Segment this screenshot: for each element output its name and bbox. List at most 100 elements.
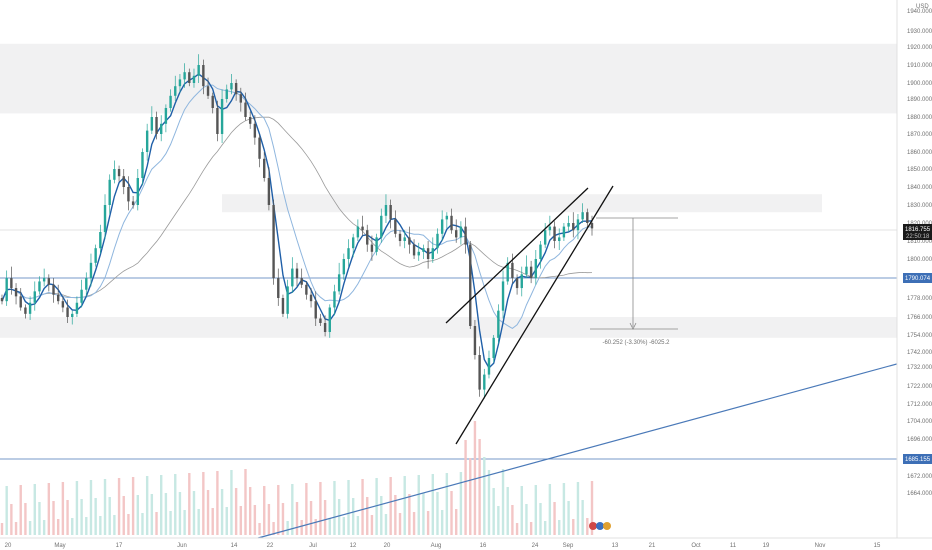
candle-body — [197, 65, 200, 76]
volume-bar — [272, 522, 275, 535]
candle-body — [426, 248, 430, 259]
candle-body — [576, 219, 580, 231]
wedge-lower-line — [455, 185, 614, 445]
volume-bar — [99, 516, 102, 535]
candle-body — [590, 223, 594, 229]
volume-bar — [61, 482, 65, 535]
volume-bar — [248, 487, 252, 535]
price-zone — [0, 43, 897, 114]
time-tick-label: 21 — [649, 543, 656, 549]
last-price-value: 1816.755 — [905, 227, 931, 233]
volume-bar — [244, 469, 247, 535]
volume-bar — [375, 478, 378, 535]
volume-bar — [94, 498, 97, 535]
economic-events[interactable] — [589, 522, 611, 530]
price-tick-label: 1920.000 — [907, 45, 932, 51]
candle-body — [328, 307, 331, 332]
price-tick-label: 1890.000 — [907, 97, 932, 103]
candle-body — [497, 310, 500, 338]
candle-body — [38, 281, 41, 292]
price-tick-label: 1742.000 — [907, 350, 932, 356]
time-tick-label: 24 — [532, 543, 539, 549]
candle-body — [520, 274, 523, 289]
volume-bar — [333, 481, 336, 535]
level-tag-bg — [903, 273, 932, 283]
volume-bar — [10, 504, 13, 535]
volume-bar — [113, 515, 116, 535]
time-tick-label: 14 — [231, 543, 238, 549]
candle-body — [361, 226, 364, 231]
event-flag-icon[interactable] — [596, 522, 604, 530]
price-tick-label: 1860.000 — [907, 150, 932, 156]
volume-bar — [71, 518, 74, 535]
candle-body — [440, 219, 444, 234]
candle-body — [263, 158, 266, 178]
price-tick-label: 1900.000 — [907, 81, 932, 87]
level-tag-value: 1790.074 — [905, 276, 931, 282]
candle-body — [52, 284, 55, 295]
volume-bar — [47, 483, 51, 535]
candle-body — [553, 226, 556, 241]
candle-body — [10, 278, 13, 289]
candle-body — [422, 248, 425, 252]
candle-body — [314, 301, 317, 319]
candle-body — [0, 298, 4, 302]
volume-bar — [117, 478, 121, 535]
candle-body — [174, 86, 177, 96]
price-tick-label: 1766.000 — [907, 315, 932, 321]
volume-bar — [562, 483, 566, 535]
candle-body — [501, 281, 505, 311]
candle-body — [333, 291, 336, 308]
volume-bar — [572, 519, 575, 535]
candle-body — [351, 237, 355, 249]
candle-body — [277, 278, 280, 298]
volume-bar — [160, 475, 163, 535]
volume-bar — [234, 488, 238, 535]
candle-body — [113, 169, 116, 180]
price-axis-bg — [897, 0, 932, 538]
price-tick-label: 1754.000 — [907, 333, 932, 339]
candle-body — [483, 374, 486, 390]
volume-bar — [258, 523, 261, 535]
volume-bar — [586, 518, 589, 535]
price-tick-label: 1704.000 — [907, 419, 932, 425]
volume-bar — [136, 495, 139, 535]
volume-bar — [174, 474, 177, 535]
volume-bar — [281, 503, 285, 535]
volume-bar — [192, 491, 196, 535]
candle-body — [305, 284, 308, 295]
candle-body — [28, 302, 32, 314]
volume-bar — [337, 499, 341, 535]
candle-body — [487, 358, 491, 375]
volume-bar — [295, 502, 299, 535]
candle-body — [398, 233, 402, 241]
volume-bar — [347, 480, 350, 535]
volume-bar — [515, 523, 519, 535]
currency-label: USD — [916, 4, 929, 10]
time-tick-label: 20 — [384, 543, 391, 549]
candle-body — [99, 232, 102, 249]
candle-body — [122, 176, 125, 187]
volume-bar — [487, 470, 491, 535]
volume-bar — [398, 513, 402, 535]
candle-body — [380, 215, 383, 238]
price-axis[interactable]: 1940.000 1930.000 1920.000 1910.000 1900.000… — [907, 9, 932, 497]
time-axis[interactable]: 20 May 17 Jun 14 22 Jul 12 20 Aug 16 24 Sep 13 21 Oct 11… — [5, 543, 881, 549]
candle-body — [281, 298, 285, 314]
event-flag-icon[interactable] — [589, 522, 597, 530]
time-tick-label: May — [54, 543, 65, 549]
candle-body — [103, 205, 107, 232]
price-tick-label: 1696.000 — [907, 437, 932, 443]
candle-body — [366, 230, 369, 245]
event-flag-icon[interactable] — [603, 522, 611, 530]
volume-bar — [263, 486, 266, 535]
candle-body — [459, 226, 463, 238]
volume-bar — [230, 470, 233, 535]
time-tick-label: Oct — [691, 543, 701, 549]
candle-body — [155, 117, 158, 134]
volume-bar — [52, 501, 55, 535]
candle-body — [225, 89, 228, 99]
candle-body — [403, 237, 406, 241]
volume-bar — [286, 521, 289, 535]
